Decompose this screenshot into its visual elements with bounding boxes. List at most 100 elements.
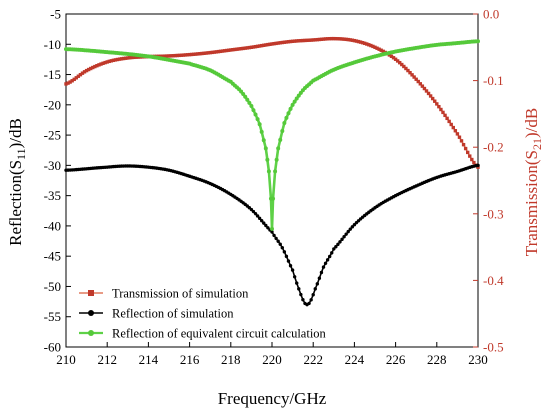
left-y-tick-label: -25: [44, 128, 61, 143]
data-point: [408, 70, 412, 75]
legend-label: Transmission of simulation: [112, 287, 249, 301]
data-point: [216, 49, 221, 54]
data-point: [243, 94, 248, 99]
data-point: [354, 39, 359, 43]
data-point: [192, 52, 196, 56]
data-point: [264, 43, 268, 47]
data-point: [247, 100, 252, 105]
series-2: [64, 39, 480, 231]
left-y-tick-label: -5: [50, 7, 61, 22]
data-point: [336, 37, 340, 41]
left-y-tick-label: -15: [44, 67, 61, 82]
data-point: [346, 37, 350, 42]
data-point: [260, 43, 264, 48]
data-point: [270, 226, 274, 231]
data-point: [266, 226, 270, 230]
data-point: [292, 99, 297, 104]
data-point: [441, 110, 445, 115]
left-y-axis: -5 -10 -15 -20 -25 -30 -35 -40 -45 -50 -55 -60: [44, 7, 71, 355]
data-point: [348, 227, 352, 231]
data-point: [373, 45, 377, 49]
data-point: [284, 40, 289, 44]
data-point: [274, 236, 278, 241]
data-point: [435, 102, 439, 106]
data-point: [74, 76, 78, 80]
x-tick-label: 212: [97, 352, 117, 367]
data-point: [389, 54, 394, 58]
data-point: [303, 38, 307, 43]
data-point: [286, 111, 291, 116]
data-point: [134, 55, 138, 59]
right-y-tick-label: -0.4: [483, 273, 504, 288]
data-point: [265, 157, 270, 162]
series-0: [64, 36, 480, 169]
data-point: [297, 39, 301, 43]
data-point: [282, 250, 287, 254]
x-tick-label: 218: [221, 352, 241, 367]
right-y-tick-label: -0.2: [483, 140, 504, 155]
data-point: [126, 56, 130, 60]
data-point: [321, 265, 326, 269]
data-point: [305, 38, 309, 43]
right-y-tick-label: 0.0: [483, 7, 499, 22]
right-y-tick-label: -0.5: [483, 340, 504, 355]
data-point: [255, 214, 260, 218]
data-point: [276, 239, 280, 243]
data-point: [262, 221, 266, 225]
data-point: [68, 80, 72, 84]
data-point: [266, 169, 271, 174]
data-point: [381, 49, 385, 54]
data-point: [433, 99, 437, 103]
data-point: [235, 47, 239, 51]
data-point: [121, 56, 126, 61]
data-point: [273, 169, 278, 174]
data-point: [212, 50, 217, 54]
data-point: [276, 41, 280, 45]
data-point: [239, 46, 243, 51]
data-point: [342, 235, 346, 239]
data-point: [251, 45, 256, 49]
data-point: [317, 37, 322, 42]
data-point: [280, 129, 285, 134]
right-y-axis: 0.0 -0.1 -0.2 -0.3 -0.4 -0.5: [473, 7, 504, 355]
data-point: [451, 125, 455, 130]
data-point: [64, 82, 68, 86]
data-point: [344, 232, 348, 236]
data-point: [334, 245, 338, 249]
data-point: [101, 61, 105, 66]
data-point: [410, 73, 414, 77]
data-point: [262, 43, 266, 47]
data-point: [379, 48, 383, 52]
series-line: [65, 39, 479, 229]
data-point: [437, 104, 441, 109]
data-point: [220, 49, 225, 53]
data-point: [229, 48, 233, 52]
data-point: [332, 247, 336, 251]
data-point: [356, 39, 361, 44]
data-point: [424, 89, 429, 93]
data-point: [369, 43, 373, 48]
data-point: [297, 287, 301, 291]
data-point: [259, 129, 264, 134]
data-point: [99, 62, 103, 66]
x-tick-label: 222: [303, 352, 323, 367]
data-point: [377, 47, 381, 51]
data-point: [309, 38, 313, 42]
data-point: [264, 223, 268, 228]
data-point: [278, 242, 282, 246]
data-point: [319, 37, 324, 41]
data-point: [243, 46, 247, 50]
data-point: [255, 44, 260, 49]
data-point: [251, 209, 256, 214]
data-point: [278, 41, 282, 45]
data-point: [165, 54, 169, 58]
data-point: [309, 298, 313, 302]
data-point: [375, 46, 379, 50]
data-point: [412, 75, 416, 79]
data-point: [416, 79, 420, 84]
data-point: [200, 51, 204, 56]
series-layer: [64, 36, 480, 307]
data-point: [371, 44, 375, 49]
data-point: [338, 37, 342, 41]
data-point: [161, 54, 165, 58]
